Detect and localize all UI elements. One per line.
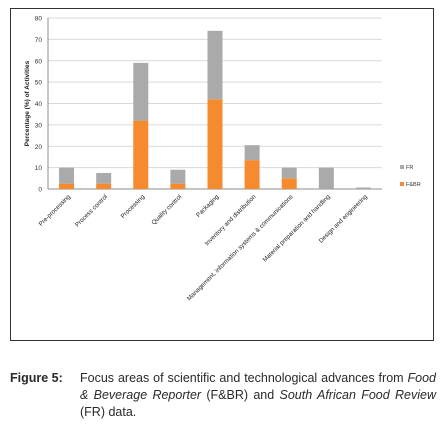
y-tick-label: 20 xyxy=(35,144,43,151)
y-tick-label: 0 xyxy=(38,187,42,194)
caption-source-1: Food & Beverage Reporter xyxy=(80,371,436,402)
legend-swatch xyxy=(400,182,404,186)
bar-fbr xyxy=(133,120,149,189)
bar-fr xyxy=(318,167,334,189)
stacked-bar-chart: 0 10 20 30 40 50 60 70 80 Percentage (%) of Activ… xyxy=(24,16,421,303)
x-category-label: Quality control xyxy=(150,193,183,226)
x-category-label: Pre-processing xyxy=(38,193,73,228)
bar-fr xyxy=(355,187,371,189)
bar-fbr xyxy=(59,183,75,189)
bar-fbr xyxy=(96,183,112,189)
bar-fbr xyxy=(244,160,260,189)
y-tick-label: 70 xyxy=(35,37,43,44)
chart-frame xyxy=(10,8,434,341)
bar-fr xyxy=(59,167,75,184)
y-tick-label: 80 xyxy=(35,16,43,23)
x-category-label: Material preparation and handling xyxy=(262,193,333,264)
caption-source-2: South African Food Review xyxy=(279,388,436,402)
legend-label: FR xyxy=(406,165,413,171)
legend-label: F&BR xyxy=(406,182,421,188)
legend-swatch xyxy=(400,165,404,169)
x-category-label: Packaging xyxy=(195,193,221,219)
bar-fbr xyxy=(170,183,186,189)
y-tick-label: 40 xyxy=(35,101,43,108)
caption-part-1: Focus areas of scientific and technologi… xyxy=(80,371,408,385)
figure-caption: Figure 5: Focus areas of scientific and … xyxy=(10,370,436,421)
caption-part-2: (F&BR) and xyxy=(201,388,280,402)
y-axis-label: Percentage (%) of Activities xyxy=(24,60,31,146)
bar-fr xyxy=(133,62,149,121)
caption-label: Figure 5: xyxy=(10,371,63,385)
y-tick-label: 30 xyxy=(35,122,43,129)
bar-fr xyxy=(244,145,260,161)
y-tick-label: 50 xyxy=(35,80,43,87)
bar-fr xyxy=(96,172,112,184)
caption-text: Focus areas of scientific and technologi… xyxy=(80,370,436,421)
bar-fbr xyxy=(207,99,223,189)
bar-fr xyxy=(170,169,186,184)
y-tick-label: 10 xyxy=(35,165,43,172)
y-tick-label: 60 xyxy=(35,58,43,65)
bar-fr xyxy=(281,167,297,179)
x-category-label: Processing xyxy=(120,193,147,220)
caption-part-3: (FR) data. xyxy=(80,405,137,419)
bar-fbr xyxy=(281,178,297,189)
x-category-label: Process control xyxy=(74,193,109,228)
bar-fr xyxy=(207,30,223,100)
